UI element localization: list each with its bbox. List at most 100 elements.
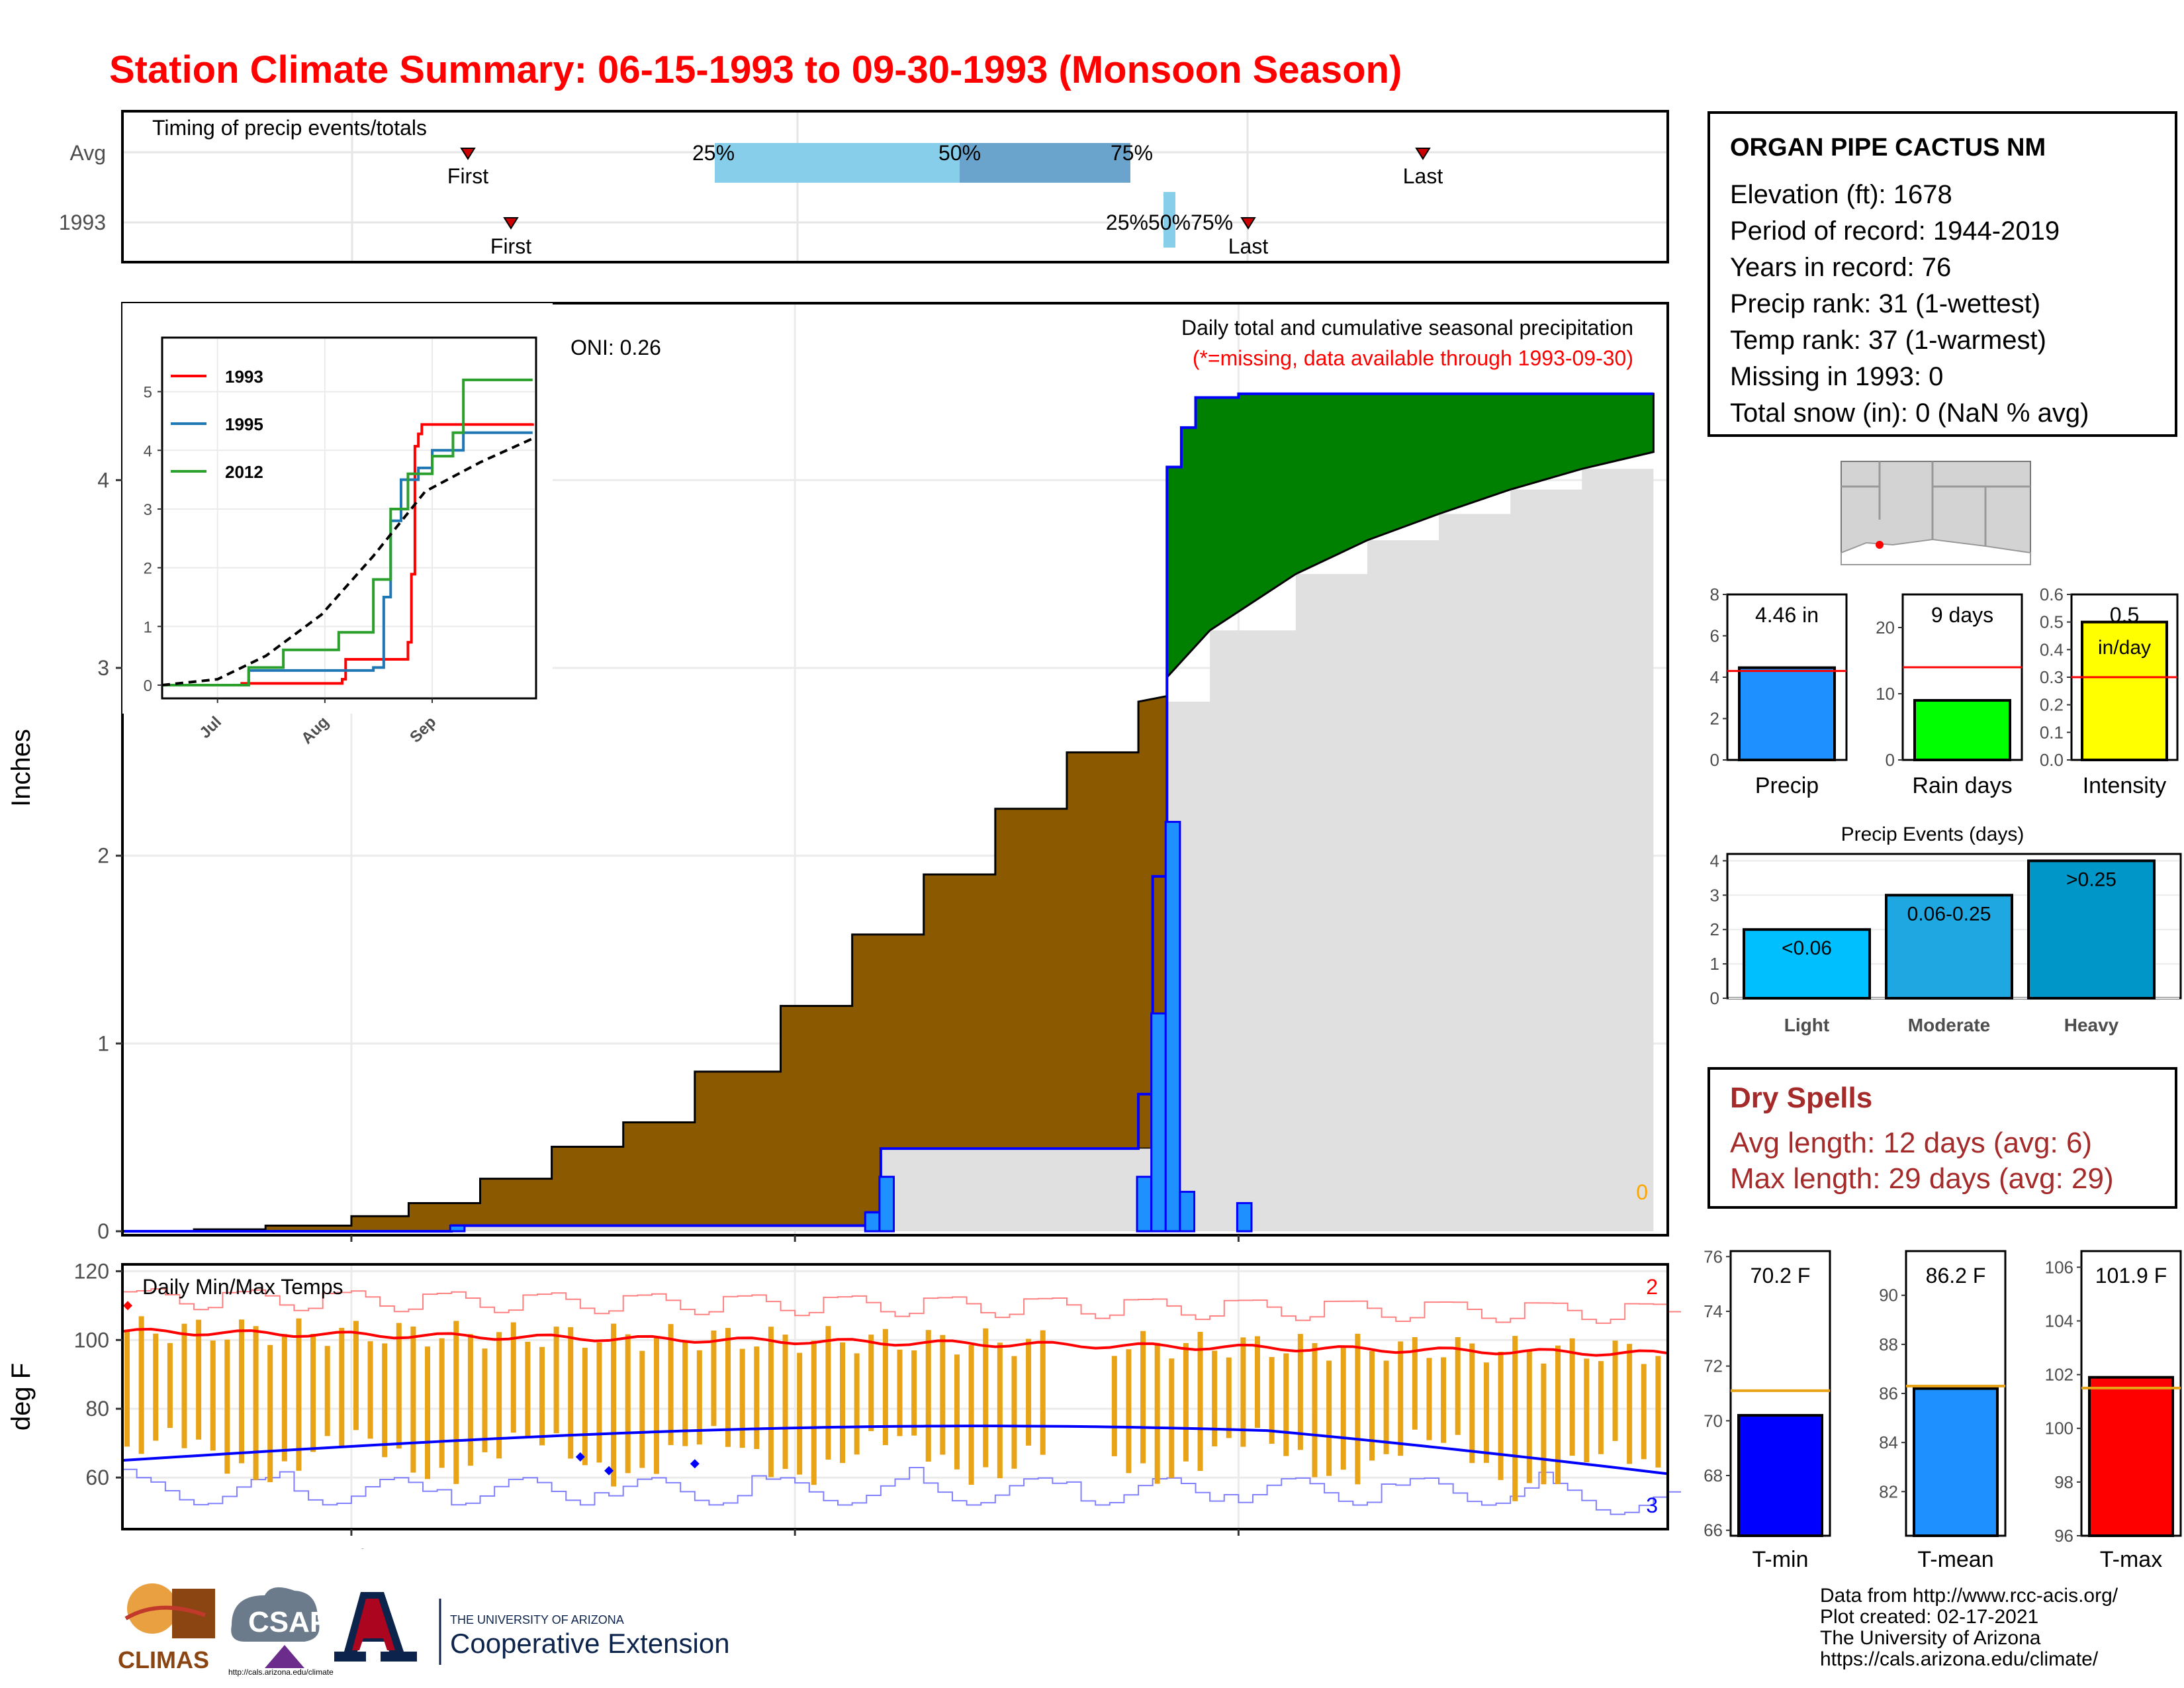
avg-tmax-line [122, 1327, 1668, 1357]
daily-temp-bar [625, 1334, 631, 1474]
daily-temp-bar [582, 1348, 588, 1466]
daily-temp-bar [682, 1342, 688, 1446]
daily-temp-bar [281, 1334, 287, 1462]
daily-temp-bar [811, 1340, 817, 1485]
daily-temp-bar [1297, 1334, 1303, 1450]
mini-value-bar [1913, 699, 2011, 761]
logos: CLIMAS CSAP http://cals.arizona.edu/clim… [118, 1583, 730, 1677]
daily-temp-bar [367, 1341, 373, 1439]
timing-panel: Timing of precip events/totals Avg 1993 … [59, 110, 1669, 263]
daily-temp-bar [1140, 1331, 1146, 1464]
temp-ylabel: deg F [7, 1363, 36, 1430]
events-bar-heavy [2027, 859, 2156, 1000]
mini-value-bar [2081, 620, 2168, 761]
events-ytick-label: 3 [1710, 885, 1719, 905]
inset-ytick-label: 2 [144, 560, 152, 578]
precip-axis-title: Precip [1755, 773, 1819, 798]
events-ytick-label: 2 [1710, 919, 1719, 939]
daily-temp-bar [396, 1323, 402, 1449]
daily-temp-bar [1455, 1336, 1461, 1435]
tmax-ytick-label: 96 [2054, 1526, 2073, 1546]
daily-temp-bar [1283, 1353, 1289, 1456]
daily-temp-bar [439, 1338, 445, 1468]
daily-temp-bar [1498, 1351, 1504, 1480]
tmean-value-label: 86.2 F [1926, 1264, 1986, 1288]
inset-line-2012 [162, 378, 533, 686]
daily-temp-bar [653, 1336, 659, 1474]
info-temp-rank: Temp rank: 37 (1-warmest) [1730, 326, 2046, 355]
mini-ytick-label: 6 [1710, 626, 1719, 646]
dry-spells-avg: Avg length: 12 days (avg: 6) [1730, 1127, 2093, 1159]
daily-precip-bar [1164, 821, 1181, 1233]
daily-temp-bar [754, 1346, 760, 1449]
daily-temp-bar [339, 1327, 345, 1448]
daily-temp-bar [1197, 1332, 1203, 1472]
daily-temp-bar [1111, 1356, 1117, 1456]
timing-1993-iqr [1163, 192, 1175, 248]
daily-temp-bar [725, 1328, 731, 1447]
daily-precip-bar [1179, 1190, 1196, 1233]
daily-temp-bar [739, 1348, 745, 1448]
timing-1993-last: Last [1228, 234, 1269, 258]
tmin-value-bar [1737, 1414, 1823, 1538]
credit-url: https://cals.arizona.edu/climate/ [1820, 1648, 2099, 1670]
temp-ytick-label: 100 [74, 1328, 109, 1352]
daily-temp-bar [854, 1353, 860, 1455]
daily-temp-bar [1412, 1336, 1418, 1430]
tmin-ytick-label: 76 [1704, 1246, 1723, 1266]
daily-temp-bar [124, 1329, 130, 1447]
daily-temp-bar [1612, 1340, 1618, 1441]
inset-ytick-label: 3 [144, 501, 152, 519]
precip-summary-charts: 0 2 4 6 8 4.46 in Precip 0 10 20 9 days Rain days 0.… [1710, 585, 2179, 798]
daily-temp-bar [525, 1341, 531, 1436]
daily-temp-bar [224, 1339, 230, 1474]
inset-line-avg [161, 437, 533, 686]
tmax-ytick-label: 102 [2045, 1365, 2073, 1385]
timing-1993-first-marker [503, 217, 519, 230]
daily-temp-bar [782, 1335, 788, 1470]
events-category-label: Light [1784, 1015, 1829, 1035]
daily-temp-bar [1526, 1351, 1532, 1483]
daily-temp-bar [1226, 1357, 1232, 1438]
tmean-ytick-label: 86 [1879, 1383, 1898, 1403]
record-min-line [122, 1467, 1681, 1515]
daily-temp-bar [1569, 1338, 1575, 1456]
timing-avg-first: First [447, 164, 488, 188]
temp-ytick-label: 80 [85, 1397, 109, 1421]
main-annotation-missing: (*=missing, data available through 1993-… [1193, 346, 1633, 370]
daily-temp-bar [553, 1327, 559, 1434]
timing-avg-last-marker [1415, 148, 1431, 160]
record-max-line [122, 1288, 1681, 1324]
daily-temp-bar [1169, 1358, 1175, 1478]
tmax-value-bar [2088, 1376, 2174, 1537]
daily-temp-bar [940, 1335, 946, 1455]
tmax-ytick-label: 106 [2045, 1257, 2073, 1277]
inset-legend-label: 2012 [225, 462, 263, 482]
events-bar-moderate [1885, 894, 2013, 1000]
daily-temp-bar [238, 1319, 244, 1464]
info-period: Period of record: 1944-2019 [1730, 216, 2060, 246]
timing-avg-last: Last [1403, 164, 1443, 188]
credits: Data from http://www.rcc-acis.org/ Plot … [1820, 1585, 2118, 1670]
daily-precip-bar [1236, 1201, 1253, 1233]
csap-logo: CSAP http://cals.arizona.edu/climate [228, 1587, 334, 1677]
mini-ytick-label: 0 [1710, 750, 1719, 770]
daily-temp-bar [1040, 1330, 1046, 1455]
tmin-ytick-label: 70 [1704, 1411, 1723, 1430]
daily-temp-bar [1383, 1360, 1389, 1454]
avg-tmin-line [122, 1425, 1668, 1476]
daily-temp-bar [1355, 1333, 1361, 1485]
tmean-ytick-label: 90 [1879, 1286, 1898, 1305]
daily-temp-bar [1584, 1358, 1590, 1462]
climas-logo: CLIMAS [118, 1583, 215, 1673]
daily-precip-bar [878, 1176, 895, 1233]
inset-ytick-label: 5 [144, 384, 152, 402]
tmean-ytick-label: 84 [1879, 1432, 1898, 1452]
daily-precip-bar [1150, 1012, 1167, 1233]
tmin-axis-title: T-min [1752, 1547, 1809, 1572]
daily-temp-bar [539, 1346, 545, 1446]
daily-temp-bar [911, 1350, 917, 1436]
temp-title: Daily Min/Max Temps [142, 1275, 343, 1299]
raindays-axis-title: Rain days [1912, 773, 2012, 798]
mini-ytick-label: 0.6 [2040, 585, 2064, 604]
